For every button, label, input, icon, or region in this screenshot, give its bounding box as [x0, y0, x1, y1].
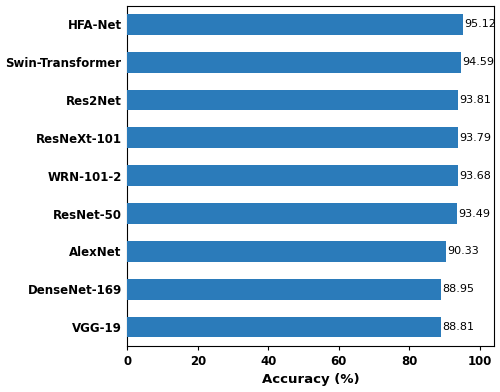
Bar	[127, 317, 440, 338]
Text: 88.81: 88.81	[442, 322, 474, 332]
Bar	[127, 52, 461, 73]
Text: 94.59: 94.59	[462, 57, 494, 67]
Text: 95.12: 95.12	[464, 20, 496, 29]
X-axis label: Accuracy (%): Accuracy (%)	[262, 374, 360, 387]
Text: 90.33: 90.33	[448, 246, 479, 256]
Bar	[127, 14, 463, 35]
Bar	[127, 90, 458, 111]
Text: 93.68: 93.68	[459, 171, 491, 181]
Bar	[127, 203, 457, 224]
Text: 93.81: 93.81	[460, 95, 492, 105]
Bar	[127, 127, 458, 148]
Text: 93.49: 93.49	[458, 209, 490, 218]
Bar	[127, 279, 441, 299]
Text: 88.95: 88.95	[442, 284, 474, 294]
Bar	[127, 241, 446, 262]
Text: 93.79: 93.79	[460, 133, 492, 143]
Bar	[127, 165, 458, 186]
